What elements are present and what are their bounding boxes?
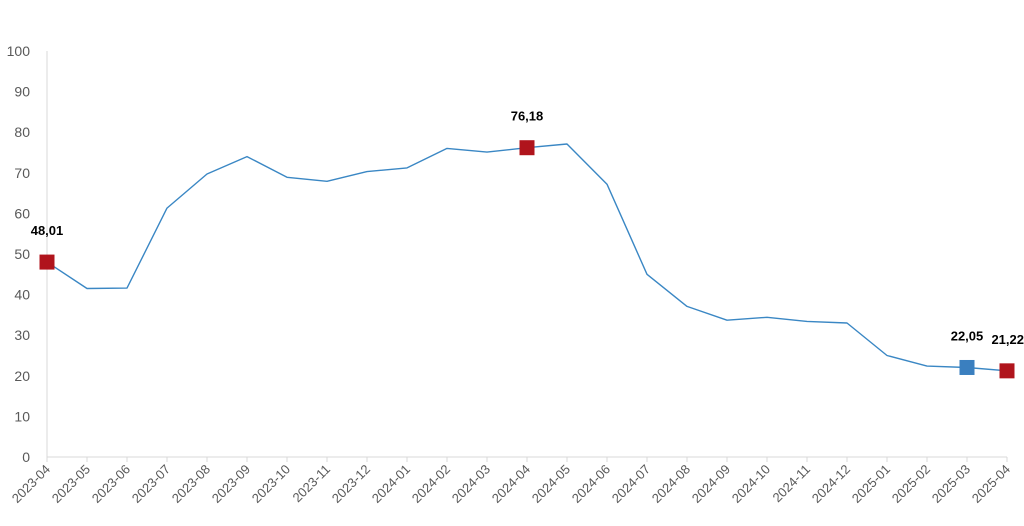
x-tick-label: 2024-10 xyxy=(729,462,773,506)
x-tick-label: 2024-05 xyxy=(529,462,573,506)
data-label: 22,05 xyxy=(951,328,984,343)
x-tick-label: 2025-01 xyxy=(849,462,893,506)
y-tick-label: 40 xyxy=(14,287,30,303)
x-tick-label: 2025-03 xyxy=(929,462,973,506)
x-axis: 2023-042023-052023-062023-072023-082023-… xyxy=(9,456,1013,506)
x-tick-label: 2023-05 xyxy=(49,462,93,506)
y-tick-label: 0 xyxy=(22,449,30,465)
highlight-markers: 48,01 76,18 22,05 21,22 xyxy=(31,109,1024,379)
y-axis: 0 10 20 30 40 50 60 70 80 90 100 xyxy=(7,43,48,465)
data-point-marker xyxy=(959,359,975,375)
x-tick-label: 2024-02 xyxy=(409,462,453,506)
series xyxy=(46,143,1008,372)
y-tick-label: 80 xyxy=(14,124,30,140)
x-tick-label: 2024-04 xyxy=(489,462,533,506)
data-label: 21,22 xyxy=(991,332,1024,347)
x-tick-label: 2023-08 xyxy=(169,462,213,506)
x-tick-label: 2023-06 xyxy=(89,462,133,506)
x-tick-label: 2024-12 xyxy=(809,462,853,506)
x-tick-label: 2023-04 xyxy=(9,462,53,506)
y-tick-label: 10 xyxy=(14,408,30,424)
series-line xyxy=(46,143,1008,372)
y-tick-label: 100 xyxy=(7,43,31,59)
x-tick-label: 2024-01 xyxy=(369,462,413,506)
x-tick-label: 2025-04 xyxy=(969,462,1013,506)
x-tick-label: 2023-09 xyxy=(209,462,253,506)
y-tick-label: 20 xyxy=(14,368,30,384)
x-tick-label: 2023-11 xyxy=(289,462,333,506)
data-point-marker xyxy=(519,140,535,156)
y-tick-label: 60 xyxy=(14,205,30,221)
y-tick-label: 90 xyxy=(14,84,30,100)
x-tick-label: 2023-12 xyxy=(329,462,373,506)
x-tick-label: 2023-07 xyxy=(129,462,173,506)
x-tick-label: 2024-03 xyxy=(449,462,493,506)
y-tick-label: 50 xyxy=(14,246,30,262)
x-tick-label: 2024-07 xyxy=(609,462,653,506)
data-label: 48,01 xyxy=(31,223,64,238)
data-point-marker xyxy=(999,363,1015,379)
x-tick-label: 2025-02 xyxy=(889,462,933,506)
x-tick-label: 2024-09 xyxy=(689,462,733,506)
data-label: 76,18 xyxy=(511,109,544,124)
x-tick-label: 2024-08 xyxy=(649,462,693,506)
data-point-marker xyxy=(39,254,55,270)
y-tick-label: 30 xyxy=(14,327,30,343)
x-tick-label: 2024-11 xyxy=(769,462,813,506)
x-tick-label: 2024-06 xyxy=(569,462,613,506)
y-tick-label: 70 xyxy=(14,165,30,181)
x-tick-label: 2023-10 xyxy=(249,462,293,506)
